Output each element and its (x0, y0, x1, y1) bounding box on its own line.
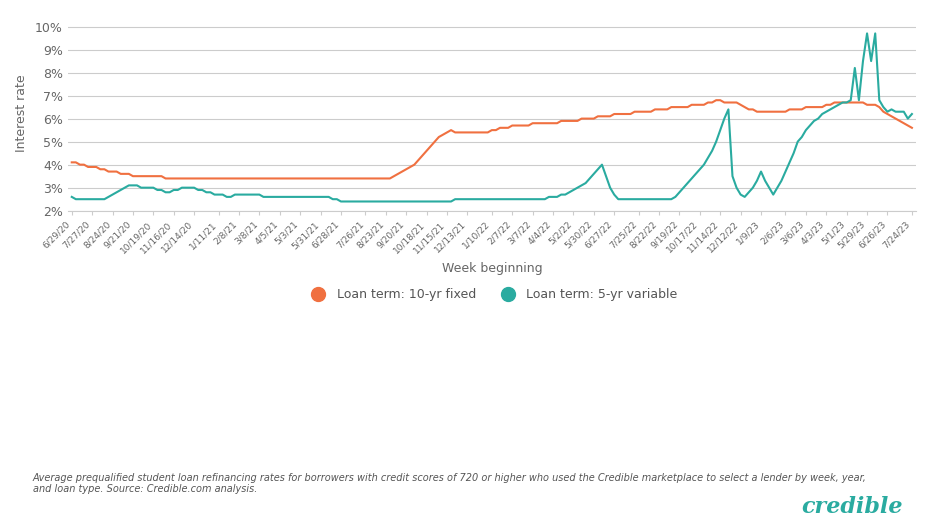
X-axis label: Week beginning: Week beginning (441, 262, 542, 275)
Text: Average prequalified student loan refinancing rates for borrowers with credit sc: Average prequalified student loan refina… (33, 473, 867, 494)
Y-axis label: Interest rate: Interest rate (15, 74, 28, 152)
Legend: Loan term: 10-yr fixed, Loan term: 5-yr variable: Loan term: 10-yr fixed, Loan term: 5-yr … (301, 283, 682, 306)
Text: credible: credible (802, 496, 903, 518)
